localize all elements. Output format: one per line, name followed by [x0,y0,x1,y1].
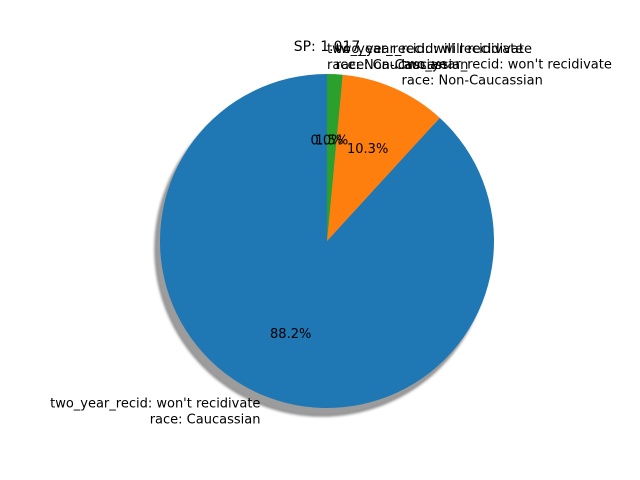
pie-slice-label-line: race: Caucassian [336,58,447,73]
pie-percent-label: 10.3% [347,142,388,157]
pie-slice-label: two_year_recid: won't recidivate race: Ca… [50,397,260,428]
pie-slices [160,74,494,409]
pie-slice-label-line: race: Caucassian [150,413,261,428]
pie-slice-label-line: two_year_recid: won't recidivate [402,58,612,73]
pie-slice-1 [160,74,494,409]
pie-percent-label: 88.2% [270,327,311,342]
pie-slice-label-line: two_year_recid: won't recidivate [50,397,260,412]
pie-percent-label: 0.0% [310,133,343,148]
pie-slice-label: two_year_recid: will recidivate race: Cau… [336,42,532,73]
pie-slice-labels: two_year_recid: won't recidivate race: Ca… [50,42,612,428]
pie-percent-label: 1.5% [315,133,348,148]
pie-slice-label-line: race: Non-Caucassian [327,58,468,73]
pie-slice-label: two_year_recid: will recidivate race: Non… [327,42,523,73]
pie-slice-label-line: race: Non-Caucassian [402,74,543,89]
pie-slice-label: two_year_recid: won't recidivate race: No… [402,58,612,89]
pie-slice-label-line: two_year_recid: will recidivate [336,42,532,57]
pie-percent-labels: 88.2% 10.3%1.5%0.0% [270,133,388,342]
pie-slice-2 [327,74,440,241]
chart-title: SP: 1.017 [294,39,361,55]
pie-slice-3 [327,74,343,241]
pie-slice-label-line: two_year_recid: will recidivate [327,42,523,57]
